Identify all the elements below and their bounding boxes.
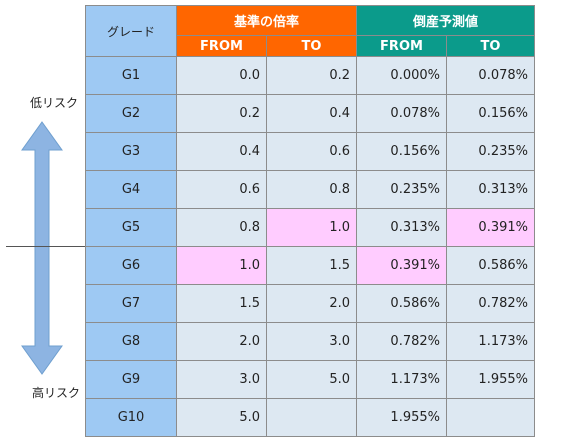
ratio-from-cell: 0.8 [176,208,267,247]
table-row: G1 0.0 0.2 0.000% 0.078% [85,56,535,95]
ratio-to-cell: 0.2 [266,56,357,95]
ratio-from-cell: 0.0 [176,56,267,95]
table-row: G6 1.0 1.5 0.391% 0.586% [85,246,535,285]
table-row: G2 0.2 0.4 0.078% 0.156% [85,94,535,133]
ratio-from-cell: 0.2 [176,94,267,133]
pd-from-cell: 0.586% [356,284,447,323]
pd-from-header: FROM [356,35,447,57]
pd-to-cell: 0.782% [446,284,535,323]
pd-from-cell: 0.156% [356,132,447,171]
ratio-from-cell-highlighted: 1.0 [176,246,267,285]
table-row: G10 5.0 1.955% [85,398,535,437]
grade-cell: G5 [85,208,177,247]
ratio-to-header: TO [266,35,357,57]
pd-to-cell: 0.078% [446,56,535,95]
pd-to-cell: 1.955% [446,360,535,399]
ratio-to-cell: 5.0 [266,360,357,399]
ratio-from-cell: 1.5 [176,284,267,323]
ratio-to-cell: 0.4 [266,94,357,133]
grade-cell: G9 [85,360,177,399]
ratio-from-cell: 2.0 [176,322,267,361]
pd-to-cell-highlighted: 0.391% [446,208,535,247]
ratio-to-cell: 0.6 [266,132,357,171]
low-risk-label: 低リスク [30,96,79,110]
ratio-to-cell-highlighted: 1.0 [266,208,357,247]
ratio-to-cell: 0.8 [266,170,357,209]
high-risk-label: 高リスク [32,386,81,400]
grade-column-header: グレード [85,5,177,57]
pd-from-cell: 0.235% [356,170,447,209]
ratio-from-cell: 0.4 [176,132,267,171]
pd-from-cell: 0.782% [356,322,447,361]
ratio-to-cell [266,398,357,437]
ratio-to-cell: 1.5 [266,246,357,285]
risk-direction-arrow-icon [21,121,63,375]
grade-cell: G1 [85,56,177,95]
table-row: G8 2.0 3.0 0.782% 1.173% [85,322,535,361]
grade-cell: G8 [85,322,177,361]
grade-cell: G10 [85,398,177,437]
table-row: G4 0.6 0.8 0.235% 0.313% [85,170,535,209]
grade-table: グレード 基準の倍率 倒産予測値 FROM TO FROM TO G1 0.0 … [85,5,535,437]
grade-cell: G6 [85,246,177,285]
pd-to-cell: 0.313% [446,170,535,209]
table-row: G5 0.8 1.0 0.313% 0.391% [85,208,535,247]
pd-to-cell: 0.235% [446,132,535,171]
ratio-to-cell: 3.0 [266,322,357,361]
pd-to-cell: 0.586% [446,246,535,285]
ratio-from-header: FROM [176,35,267,57]
ratio-from-cell: 3.0 [176,360,267,399]
pd-from-cell: 1.173% [356,360,447,399]
grade-cell: G7 [85,284,177,323]
ratio-from-cell: 0.6 [176,170,267,209]
ratio-from-cell: 5.0 [176,398,267,437]
grade-cell: G3 [85,132,177,171]
pd-from-cell: 0.000% [356,56,447,95]
pd-to-cell: 0.156% [446,94,535,133]
pd-to-cell [446,398,535,437]
table-row: G3 0.4 0.6 0.156% 0.235% [85,132,535,171]
threshold-divider-line [6,246,96,247]
ratio-group-header: 基準の倍率 [176,5,357,36]
pd-to-header: TO [446,35,535,57]
pd-group-header: 倒産予測値 [356,5,535,36]
ratio-to-cell: 2.0 [266,284,357,323]
grade-cell: G2 [85,94,177,133]
pd-from-cell-highlighted: 0.391% [356,246,447,285]
pd-from-cell: 1.955% [356,398,447,437]
pd-to-cell: 1.173% [446,322,535,361]
pd-from-cell: 0.313% [356,208,447,247]
table-row: G9 3.0 5.0 1.173% 1.955% [85,360,535,399]
grade-cell: G4 [85,170,177,209]
pd-from-cell: 0.078% [356,94,447,133]
table-row: G7 1.5 2.0 0.586% 0.782% [85,284,535,323]
